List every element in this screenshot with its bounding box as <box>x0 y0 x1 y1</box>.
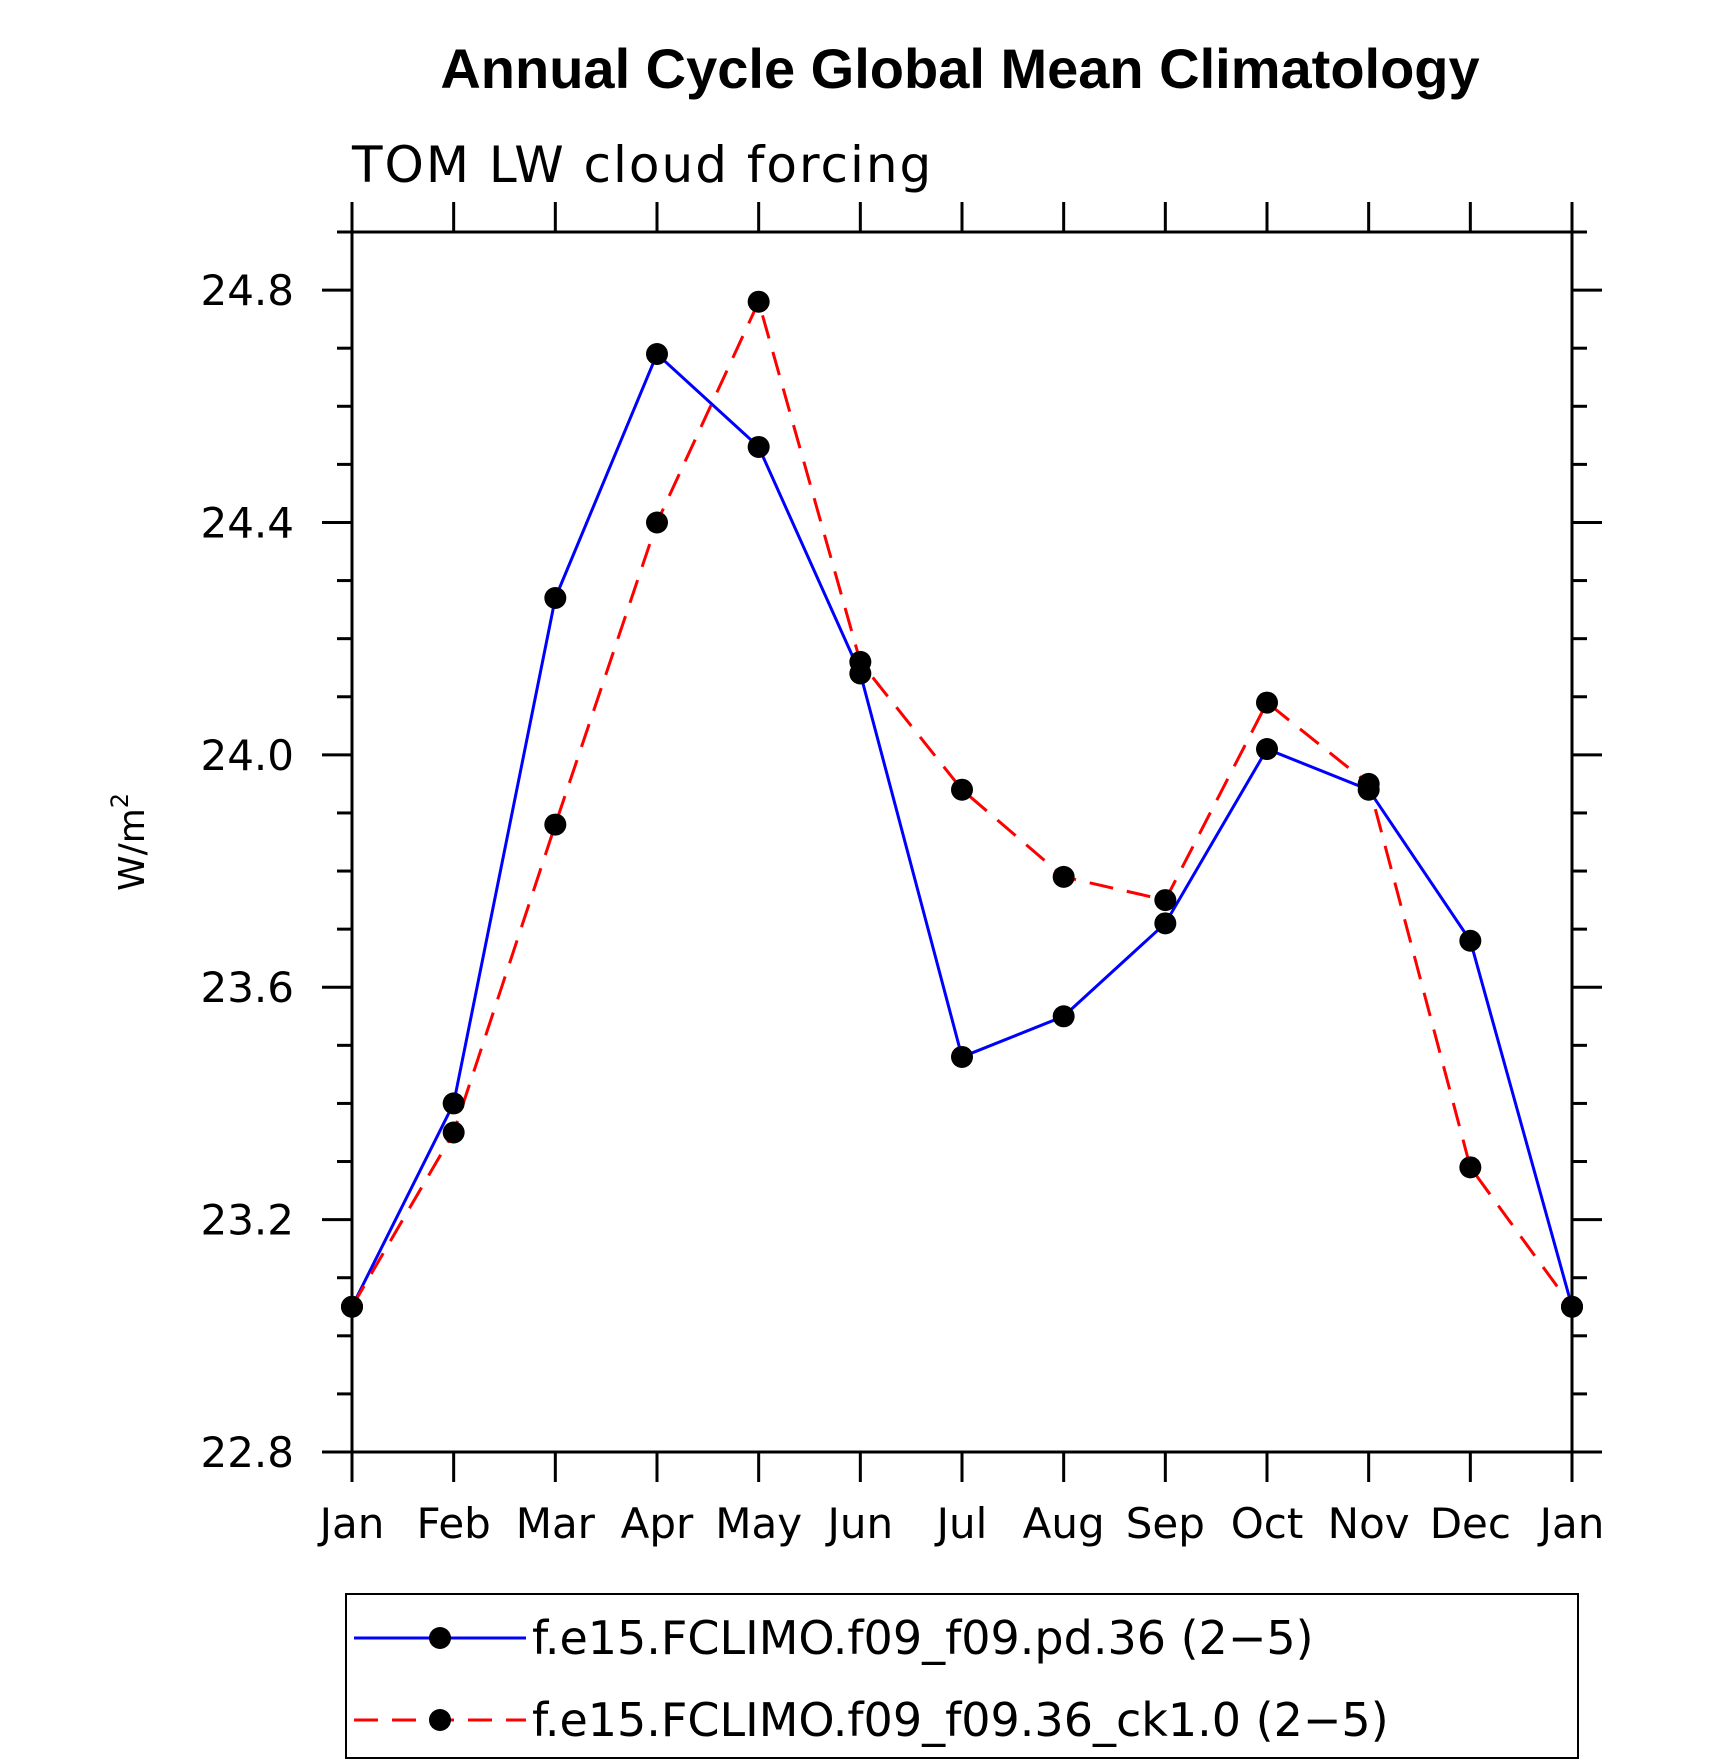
data-point-series-1 <box>646 343 668 365</box>
legend-label-2: f.e15.FCLIMO.f09_f09.36_ck1.0 (2−5) <box>532 1693 1389 1747</box>
y-axis-label-superscript: 2 <box>106 793 134 808</box>
x-tick-label: Feb <box>416 1499 490 1548</box>
x-tick-label: Jan <box>1537 1499 1605 1548</box>
y-axis-label-text: W/m <box>112 808 153 891</box>
x-tick-label: Nov <box>1328 1499 1410 1548</box>
data-point-series-1 <box>951 1045 973 1068</box>
x-tick-label: Jul <box>934 1499 988 1548</box>
x-tick-label: Oct <box>1231 1499 1304 1548</box>
series-line-2 <box>350 297 1574 1308</box>
data-point-series-1 <box>1256 738 1278 761</box>
data-point-series-2 <box>1357 772 1380 795</box>
x-tick-label: Jan <box>317 1499 385 1548</box>
data-point-series-1 <box>1052 1005 1075 1028</box>
data-point-series-1 <box>442 1092 465 1115</box>
x-tick-label: Jun <box>825 1499 894 1548</box>
data-point-series-2 <box>1459 1156 1482 1179</box>
data-point-series-1 <box>747 435 770 458</box>
data-point-series-1 <box>544 587 567 609</box>
data-point-series-2 <box>341 1295 363 1318</box>
x-tick-label: Dec <box>1430 1499 1511 1548</box>
legend-box <box>345 1593 1579 1759</box>
x-tick-label: Aug <box>1023 1499 1105 1548</box>
plot-area: Jan Feb Mar Apr May Jun Jul Aug Sep Oct Nov Dec Jan 2… <box>200 202 1604 1548</box>
y-tick-label: 24.4 <box>200 498 294 547</box>
legend-marker-1 <box>429 1627 451 1649</box>
data-point-series-2 <box>1256 691 1278 714</box>
y-tick-label: 23.2 <box>200 1196 294 1245</box>
data-point-series-2 <box>646 511 668 534</box>
x-tick-label: Mar <box>516 1499 596 1548</box>
data-point-series-2 <box>1052 865 1075 888</box>
x-tick-label: May <box>715 1499 802 1548</box>
legend: f.e15.FCLIMO.f09_f09.pd.36 (2−5) f.e15.FC… <box>345 1593 1579 1759</box>
plot-frame <box>350 230 1574 1454</box>
y-tick-label: 22.8 <box>200 1428 294 1477</box>
data-point-series-2 <box>747 290 770 313</box>
data-point-series-1 <box>1459 929 1482 952</box>
data-point-series-2 <box>544 813 567 836</box>
legend-marker-2 <box>429 1709 451 1731</box>
data-point-series-2 <box>951 778 973 801</box>
chart-title: Annual Cycle Global Mean Climatology <box>440 37 1479 100</box>
series-line-1 <box>350 351 1574 1308</box>
y-tick-label: 24.0 <box>200 731 294 780</box>
data-point-series-1 <box>1154 912 1177 935</box>
data-point-series-2 <box>849 650 872 673</box>
y-tick-label: 24.8 <box>200 266 294 315</box>
x-tick-label: Sep <box>1126 1499 1205 1548</box>
legend-label-1: f.e15.FCLIMO.f09_f09.pd.36 (2−5) <box>532 1611 1314 1665</box>
data-point-series-2 <box>1154 889 1177 912</box>
y-axis-label: W/m2 <box>106 793 153 891</box>
data-point-series-2 <box>1561 1295 1583 1318</box>
chart-subtitle: TOM LW cloud forcing <box>351 136 933 194</box>
y-tick-label: 23.6 <box>200 963 294 1012</box>
x-tick-label: Apr <box>621 1499 694 1548</box>
data-point-series-2 <box>442 1121 465 1144</box>
